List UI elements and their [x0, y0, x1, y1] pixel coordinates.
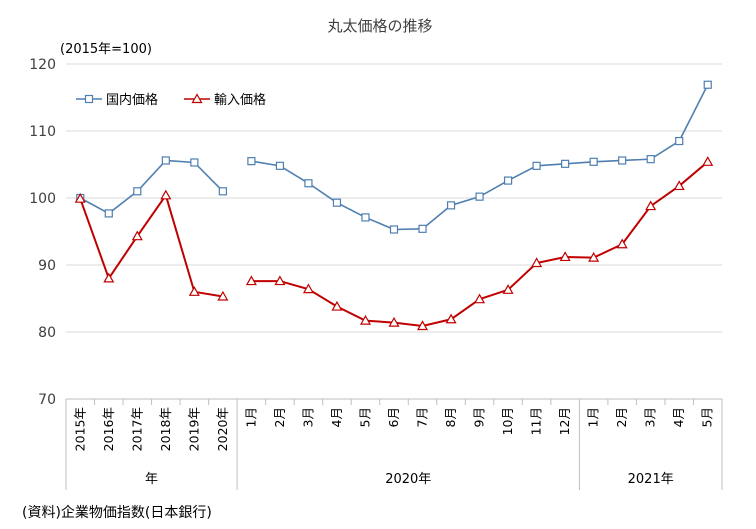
category-group-label: 2021年 [628, 472, 674, 487]
data-point-marker [616, 238, 628, 249]
series-1 [76, 80, 712, 234]
x-axis: 2015年 2016年 2017年 2018年 2019年 2020年 1月 2月 3月 4月 5月… [65, 398, 723, 490]
legend: 国内価格 輸入価格 [76, 92, 266, 108]
data-point-marker [673, 180, 685, 191]
data-point-marker [703, 80, 712, 89]
data-point-marker [475, 192, 484, 201]
unit-label: (2015年=100) [60, 42, 152, 57]
data-point-marker [217, 290, 229, 301]
x-tick-label: 8月 [443, 407, 458, 427]
series-line [251, 84, 709, 231]
data-point-marker [247, 157, 256, 166]
data-point-marker [559, 251, 571, 262]
data-point-marker [446, 201, 456, 210]
data-point-marker [445, 313, 457, 324]
data-point-marker [104, 209, 113, 218]
y-tick-label: 80 [38, 325, 56, 341]
x-tick-label: 10月 [500, 407, 515, 435]
data-point-marker [531, 257, 543, 268]
data-point-marker [645, 200, 657, 211]
x-tick-label: 3月 [300, 407, 315, 427]
x-tick-label: 3月 [643, 407, 658, 427]
series-layer [74, 80, 714, 331]
series-2 [74, 156, 714, 331]
gridlines [66, 63, 722, 333]
x-tick-label: 2015年 [72, 407, 87, 451]
x-tick-label: 2018年 [158, 407, 173, 451]
data-point-marker [332, 198, 342, 207]
x-tick-label: 2月 [272, 407, 287, 427]
data-point-marker [388, 316, 400, 327]
data-point-marker [133, 187, 142, 196]
series-line [79, 159, 224, 215]
data-point-marker [561, 159, 570, 168]
data-point-marker [502, 284, 514, 294]
x-tick-label: 2月 [614, 407, 629, 427]
source-note: (資料)企業物価指数(日本銀行) [22, 504, 212, 521]
y-tick-label: 90 [38, 258, 56, 274]
data-point-marker [416, 320, 429, 331]
data-point-marker [532, 161, 541, 170]
data-point-marker [275, 161, 285, 170]
data-point-marker [302, 283, 314, 294]
legend-label: 輸入価格 [214, 92, 266, 108]
data-point-marker [103, 272, 115, 283]
legend-item: 輸入価格 [184, 92, 266, 108]
data-point-marker [304, 179, 313, 188]
category-group-label: 2020年 [385, 472, 431, 487]
x-tick-label: 12月 [557, 407, 572, 435]
x-tick-label: 9月 [472, 407, 487, 427]
data-point-marker [160, 189, 172, 200]
y-tick-label: 120 [29, 57, 56, 73]
data-point-marker [84, 94, 94, 104]
data-point-marker [131, 230, 143, 241]
data-point-marker [675, 136, 684, 146]
y-axis-ticks: 70 80 90 100 110 120 [29, 57, 56, 408]
data-point-marker [331, 300, 343, 311]
data-point-marker [361, 213, 370, 222]
data-point-marker [702, 156, 714, 166]
x-tick-label: 4月 [671, 407, 686, 427]
data-point-marker [218, 187, 227, 196]
x-tick-label: 2016年 [101, 407, 116, 451]
category-group-label: 年 [145, 472, 158, 487]
legend-label: 国内価格 [106, 92, 158, 108]
data-point-marker [389, 225, 399, 234]
data-point-marker [503, 176, 513, 185]
data-point-marker [191, 93, 203, 104]
data-point-marker [274, 275, 286, 286]
x-tick-label: 6月 [386, 407, 401, 427]
series-line [79, 193, 224, 298]
data-point-marker [589, 157, 598, 166]
data-point-marker [588, 251, 600, 262]
x-tick-label: 2017年 [129, 407, 144, 451]
data-point-marker [418, 224, 427, 233]
x-tick-label: 2019年 [186, 407, 201, 451]
chart-title: 丸太価格の推移 [327, 17, 432, 35]
data-point-marker [646, 155, 655, 164]
y-tick-label: 70 [38, 392, 56, 408]
data-point-marker [474, 293, 486, 304]
y-tick-label: 100 [29, 191, 56, 207]
y-tick-label: 110 [29, 124, 56, 140]
data-point-marker [161, 156, 170, 165]
legend-item: 国内価格 [76, 92, 158, 108]
data-point-marker [188, 286, 200, 296]
x-tick-label: 5月 [357, 407, 372, 427]
data-point-marker [74, 192, 86, 203]
data-point-marker [359, 314, 372, 325]
x-tick-label: 7月 [415, 407, 430, 427]
x-tick-label: 1月 [243, 407, 258, 427]
data-point-marker [245, 275, 257, 286]
x-tick-label: 1月 [586, 407, 601, 427]
data-point-marker [190, 158, 199, 167]
x-tick-label: 5月 [700, 407, 715, 427]
data-point-marker [618, 156, 627, 165]
x-tick-label: 11月 [529, 407, 544, 435]
x-tick-label: 4月 [329, 407, 344, 427]
x-tick-label: 2020年 [215, 407, 230, 451]
